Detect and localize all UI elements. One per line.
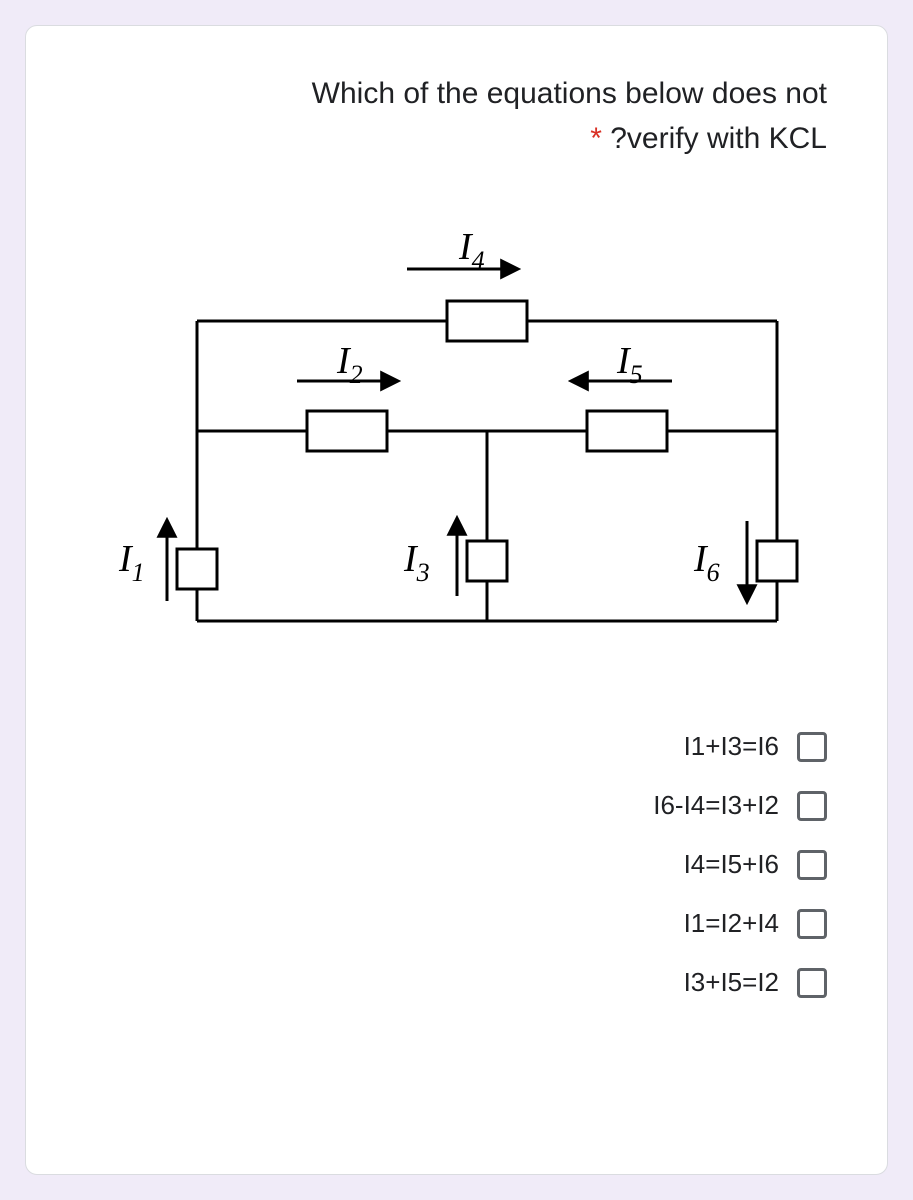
checkbox[interactable] <box>797 909 827 939</box>
question-text: Which of the equations below does not * … <box>86 71 827 161</box>
label-I6: I6 <box>693 538 720 587</box>
label-I3: I3 <box>403 538 430 587</box>
option-label: I1+I3=I6 <box>684 731 779 762</box>
circuit-diagram: I1 I2 I3 I4 I5 I6 <box>97 201 817 681</box>
label-I2: I2 <box>336 340 363 389</box>
option-row[interactable]: I3+I5=I2 <box>684 967 827 998</box>
label-I4: I4 <box>458 226 485 275</box>
label-I1: I1 <box>118 538 145 587</box>
question-card: Which of the equations below does not * … <box>25 25 888 1175</box>
question-line1: Which of the equations below does not <box>312 77 827 110</box>
label-I5: I5 <box>616 340 643 389</box>
option-label: I3+I5=I2 <box>684 967 779 998</box>
question-line2: ?verify with KCL <box>610 122 827 155</box>
option-row[interactable]: I1+I3=I6 <box>684 731 827 762</box>
checkbox[interactable] <box>797 850 827 880</box>
required-asterisk: * <box>590 122 602 155</box>
option-row[interactable]: I1=I2+I4 <box>684 908 827 939</box>
answer-options: I1+I3=I6 I6-I4=I3+I2 I4=I5+I6 I1=I2+I4 I… <box>86 731 827 998</box>
option-row[interactable]: I4=I5+I6 <box>684 849 827 880</box>
checkbox[interactable] <box>797 732 827 762</box>
option-label: I1=I2+I4 <box>684 908 779 939</box>
option-row[interactable]: I6-I4=I3+I2 <box>653 790 827 821</box>
circuit-diagram-container: I1 I2 I3 I4 I5 I6 <box>86 201 827 681</box>
option-label: I6-I4=I3+I2 <box>653 790 779 821</box>
checkbox[interactable] <box>797 791 827 821</box>
option-label: I4=I5+I6 <box>684 849 779 880</box>
checkbox[interactable] <box>797 968 827 998</box>
